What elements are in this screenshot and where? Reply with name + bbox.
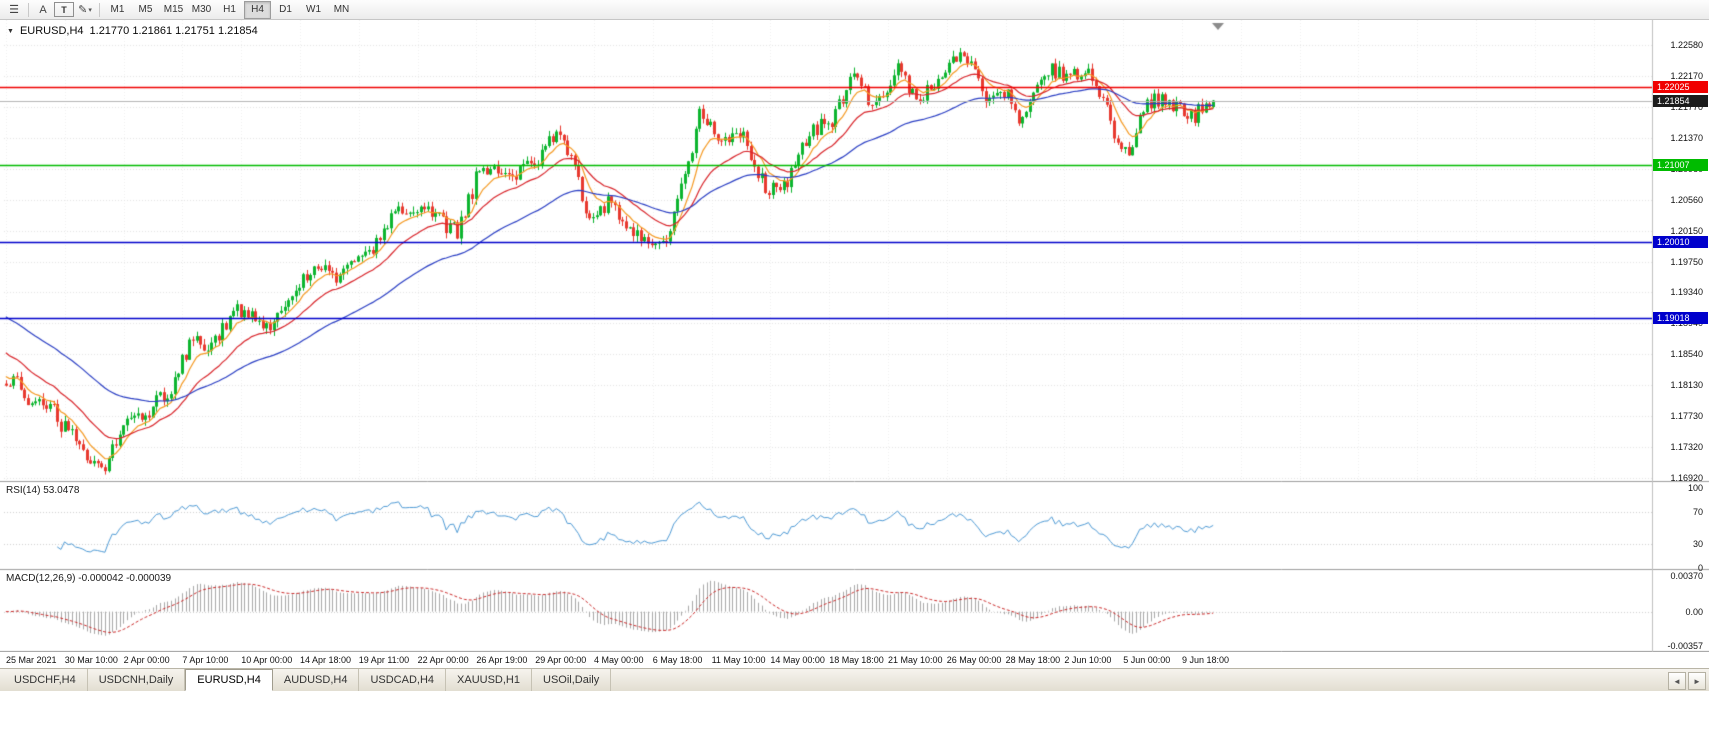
cursor-tool-icon[interactable]: A xyxy=(39,3,47,16)
rsi-axis-label: 30 xyxy=(1692,539,1703,549)
timeframe-button-w1[interactable]: W1 xyxy=(306,4,321,15)
time-axis-label: 26 Apr 19:00 xyxy=(476,655,528,665)
price-axis-label: 1.20150 xyxy=(1670,225,1703,236)
price-axis-label: 1.21370 xyxy=(1670,132,1703,143)
time-axis-label: 4 May 00:00 xyxy=(594,655,644,665)
time-axis-label: 7 Apr 10:00 xyxy=(182,655,229,665)
time-axis-label: 2 Jun 10:00 xyxy=(1064,655,1112,665)
hline-price-tag[interactable]: 1.22025 xyxy=(1653,81,1708,94)
time-axis-label: 25 Mar 2021 xyxy=(6,655,57,665)
timeframe-button-m30[interactable]: M30 xyxy=(191,4,212,15)
time-axis-label: 14 Apr 18:00 xyxy=(300,655,352,665)
price-axis-label: 1.17320 xyxy=(1670,442,1703,453)
toolbar-separator xyxy=(99,2,100,17)
time-axis-label: 2 Apr 00:00 xyxy=(123,655,170,665)
price-axis-label: 1.17730 xyxy=(1670,411,1703,422)
macd-axis-label: 0.00 xyxy=(1685,606,1703,617)
time-axis-label: 18 May 18:00 xyxy=(829,655,884,665)
macd-axis-label: 0.00370 xyxy=(1670,571,1703,581)
top-toolbar: ☰ A T ✎ ▾ M1 M5 M15 M30 H1 H4 D1 W1 MN xyxy=(0,0,1709,20)
hline-price-tag[interactable]: 1.21007 xyxy=(1653,159,1708,172)
timeframe-button-m15[interactable]: M15 xyxy=(163,4,184,15)
tab-scroll-controls: ◄ ► xyxy=(1668,672,1706,690)
rsi-label: RSI(14) 53.0478 xyxy=(6,485,80,496)
time-axis-label: 19 Apr 11:00 xyxy=(358,655,410,665)
time-axis-label: 30 Mar 10:00 xyxy=(64,655,118,665)
tab-scroll-left-icon[interactable]: ◄ xyxy=(1668,672,1686,690)
hline-price-tag[interactable]: 1.19018 xyxy=(1653,311,1708,324)
price-axis-label: 1.19750 xyxy=(1670,256,1703,267)
price-axis-label: 1.19340 xyxy=(1670,287,1703,298)
rsi-axis-label: 100 xyxy=(1687,483,1703,493)
time-axis: 25 Mar 2021 30 Mar 10:00 2 Apr 00:00 7 Apr … xyxy=(0,652,1709,668)
timeframe-button-d1[interactable]: D1 xyxy=(279,4,292,15)
macd-axis-label: -0.00357 xyxy=(1667,641,1703,651)
pencil-icon: ✎ xyxy=(78,4,88,16)
chart-tab-usdcad[interactable]: USDCAD,H4 xyxy=(359,669,447,691)
time-axis-label: 28 May 18:00 xyxy=(1005,655,1061,665)
timeframe-button-m5[interactable]: M5 xyxy=(138,4,153,15)
symbol-dropdown-icon[interactable]: ▼ xyxy=(7,27,14,35)
text-tool-icon[interactable]: T xyxy=(54,2,74,17)
time-axis-label: 21 May 10:00 xyxy=(888,655,943,665)
price-axis-label: 1.18130 xyxy=(1670,380,1703,391)
price-axis-label: 1.22580 xyxy=(1670,40,1703,50)
time-axis-label: 10 Apr 00:00 xyxy=(241,655,293,665)
time-axis-label: 29 Apr 00:00 xyxy=(535,655,587,665)
time-axis-label: 6 May 18:00 xyxy=(652,655,703,665)
timeframe-button-h1[interactable]: H1 xyxy=(223,4,236,15)
chart-ohlc-header: ▼ EURUSD,H4 1.21770 1.21861 1.21751 1.21… xyxy=(7,25,258,37)
chart-tab-audusd[interactable]: AUDUSD,H4 xyxy=(273,669,360,691)
chart-tabs: USDCHF,H4 USDCNH,Daily EURUSD,H4 AUDUSD,H4 U… xyxy=(0,669,1709,691)
time-axis-label: 11 May 10:00 xyxy=(711,655,766,665)
symbol-label: EURUSD,H4 xyxy=(19,25,84,37)
chart-tab-bar: USDCHF,H4 USDCNH,Daily EURUSD,H4 AUDUSD,H4 U… xyxy=(0,668,1709,691)
time-axis-label: 5 Jun 00:00 xyxy=(1123,655,1171,665)
chart-tab-usdchf[interactable]: USDCHF,H4 xyxy=(3,669,88,691)
rsi-axis-label: 70 xyxy=(1692,507,1703,517)
hline-price-tag[interactable]: 1.20010 xyxy=(1653,235,1708,248)
price-axis-label: 1.20560 xyxy=(1670,194,1703,205)
chart-tab-usdcnh[interactable]: USDCNH,Daily xyxy=(88,669,186,691)
timeframe-button-mn[interactable]: MN xyxy=(333,4,350,15)
chevron-down-icon: ▾ xyxy=(88,6,92,14)
time-axis-label: 9 Jun 18:00 xyxy=(1182,655,1230,665)
price-axis-label: 1.22170 xyxy=(1670,70,1703,81)
chart-tab-usoil[interactable]: USOil,Daily xyxy=(532,669,612,691)
rsi-axis-label: 0 xyxy=(1697,563,1703,573)
toolbar-separator xyxy=(28,2,29,17)
price-axis-label: 1.21770 xyxy=(1670,101,1703,112)
macd-label: MACD(12,26,9) -0.000042 -0.000039 xyxy=(6,573,172,584)
time-axis-label: 26 May 00:00 xyxy=(946,655,1002,665)
shapes-tool-icon[interactable]: ✎ ▾ xyxy=(76,2,94,18)
price-chart-canvas[interactable] xyxy=(0,20,1709,652)
tab-scroll-right-icon[interactable]: ► xyxy=(1688,672,1706,690)
timeframe-button-m1[interactable]: M1 xyxy=(110,4,125,15)
empty-area xyxy=(0,691,1709,753)
price-axis-label: 1.18540 xyxy=(1670,349,1703,360)
menu-icon[interactable]: ☰ xyxy=(9,4,19,16)
time-axis-label: 14 May 00:00 xyxy=(770,655,825,665)
chart-tab-xauusd[interactable]: XAUUSD,H1 xyxy=(446,669,532,691)
current-price-tag: 1.21854 xyxy=(1653,94,1708,107)
timeframe-group: M1 M5 M15 M30 H1 H4 D1 W1 MN xyxy=(104,0,356,19)
price-axis-label: 1.16920 xyxy=(1670,473,1703,484)
ohlc-values: 1.21770 1.21861 1.21751 1.21854 xyxy=(89,25,258,37)
chart-tab-eurusd[interactable]: EURUSD,H4 xyxy=(185,669,273,691)
time-axis-label: 22 Apr 00:00 xyxy=(417,655,469,665)
timeframe-button-h4[interactable]: H4 xyxy=(244,0,271,19)
